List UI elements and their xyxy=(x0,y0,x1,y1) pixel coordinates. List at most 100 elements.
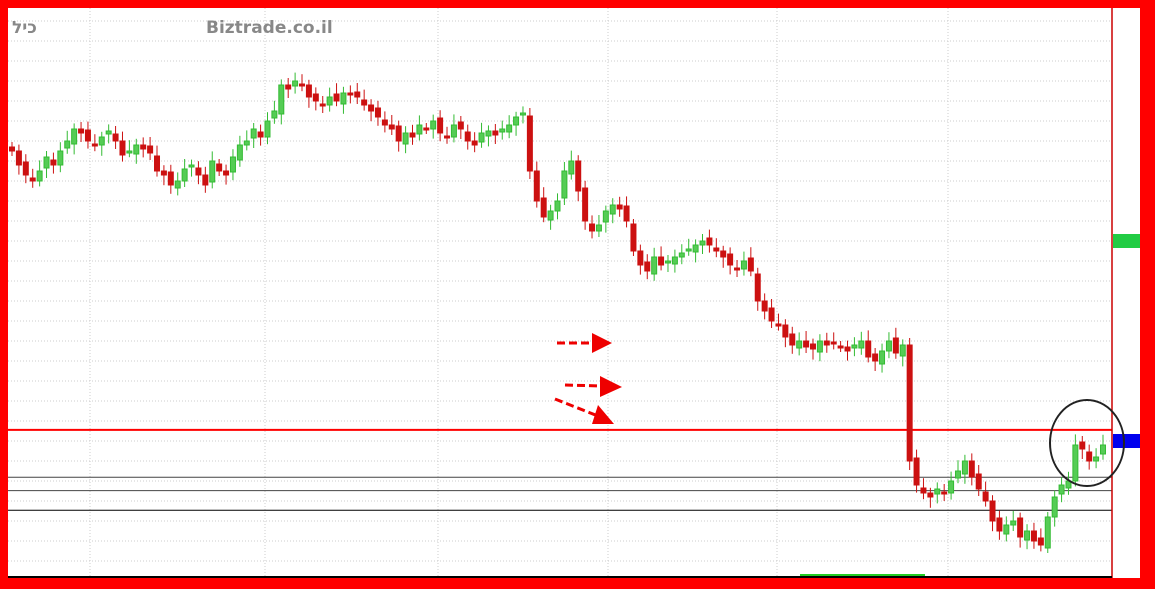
candle-body xyxy=(1003,524,1010,535)
candle-body xyxy=(154,155,161,172)
candle-body xyxy=(782,324,789,338)
candle-body xyxy=(678,252,685,258)
candle-body xyxy=(216,163,223,172)
candle-body xyxy=(450,124,457,138)
candle-body xyxy=(388,124,395,130)
candle-body xyxy=(706,237,713,246)
candle-body xyxy=(112,133,119,142)
candle-body xyxy=(1072,444,1079,482)
candle-body xyxy=(416,124,423,135)
candle-body xyxy=(381,119,388,126)
candle-body xyxy=(119,140,126,156)
candle-body xyxy=(84,129,91,142)
candle-body xyxy=(1079,441,1086,450)
candle-body xyxy=(160,170,167,176)
candle-body xyxy=(78,128,85,134)
candle-body xyxy=(837,345,844,349)
candle-body xyxy=(1058,484,1065,495)
candle-body xyxy=(147,145,154,154)
candle-body xyxy=(699,240,706,246)
candle-body xyxy=(243,140,250,146)
candle-body xyxy=(133,144,140,155)
candle-body xyxy=(29,177,36,182)
candle-body xyxy=(506,124,513,133)
candle-body xyxy=(1010,520,1017,526)
candle-body xyxy=(630,223,637,252)
candle-body xyxy=(968,460,975,478)
candle-body xyxy=(9,146,15,152)
candle-body xyxy=(50,159,57,166)
candle-body xyxy=(223,170,230,176)
candle-body xyxy=(547,210,554,221)
candle-body xyxy=(174,180,181,189)
candle-body xyxy=(278,84,285,115)
candle-body xyxy=(989,500,996,522)
candle-body xyxy=(57,150,64,166)
candle-body xyxy=(796,340,803,349)
candle-body xyxy=(595,224,602,232)
candle-body xyxy=(775,323,782,327)
candle-body xyxy=(609,204,616,215)
candle-body xyxy=(437,117,444,134)
candle-body xyxy=(858,340,865,349)
candle-body xyxy=(671,256,678,265)
candle-body xyxy=(15,150,22,166)
candle-body xyxy=(395,125,402,142)
candle-body xyxy=(941,491,948,495)
candle-body xyxy=(913,457,920,486)
candle-body xyxy=(533,170,540,202)
candle-body xyxy=(526,115,533,172)
candle-body xyxy=(326,96,333,106)
candle-body xyxy=(865,340,872,358)
candle-body xyxy=(423,127,430,131)
candle-body xyxy=(809,343,816,350)
candle-body xyxy=(374,107,381,118)
candle-body xyxy=(872,353,879,362)
candle-body xyxy=(1093,456,1100,462)
candle-body xyxy=(623,205,630,222)
candle-body xyxy=(98,136,105,146)
candle-body xyxy=(478,132,485,143)
candle-body xyxy=(1030,530,1037,542)
candle-body xyxy=(906,344,913,462)
candle-body xyxy=(285,84,292,90)
candle-body xyxy=(292,80,299,87)
candle-body xyxy=(195,167,202,176)
candle-body xyxy=(740,260,747,270)
candle-body xyxy=(409,132,416,138)
candle-body xyxy=(664,260,671,264)
candle-body xyxy=(264,120,271,138)
candle-body xyxy=(519,112,526,116)
candle-body xyxy=(720,250,727,258)
candle-body xyxy=(575,160,582,192)
candle-body xyxy=(140,144,147,150)
candle-body xyxy=(181,168,188,182)
candle-body xyxy=(844,346,851,352)
candle-body xyxy=(830,341,837,345)
candle-body xyxy=(885,340,892,352)
arrow-1-head xyxy=(592,333,612,353)
candle-body xyxy=(271,110,278,119)
candle-body xyxy=(312,93,319,102)
candle-body xyxy=(899,344,906,357)
candle-body xyxy=(927,492,934,498)
candle-body xyxy=(229,156,236,173)
candle-body xyxy=(513,116,520,126)
candle-body xyxy=(36,170,43,182)
candle-body xyxy=(761,300,768,312)
candle-body xyxy=(713,247,720,252)
candle-body xyxy=(22,161,29,176)
candle-body xyxy=(954,470,961,479)
candle-body xyxy=(803,340,810,348)
candle-body xyxy=(975,473,982,490)
candle-body xyxy=(658,256,665,266)
candle-body xyxy=(851,344,858,349)
candle-body xyxy=(167,171,174,186)
candle-body xyxy=(444,135,451,139)
candle-body xyxy=(561,170,568,199)
candle-body xyxy=(43,156,50,169)
x-axis-line xyxy=(8,576,1112,578)
candle-body xyxy=(305,84,312,98)
